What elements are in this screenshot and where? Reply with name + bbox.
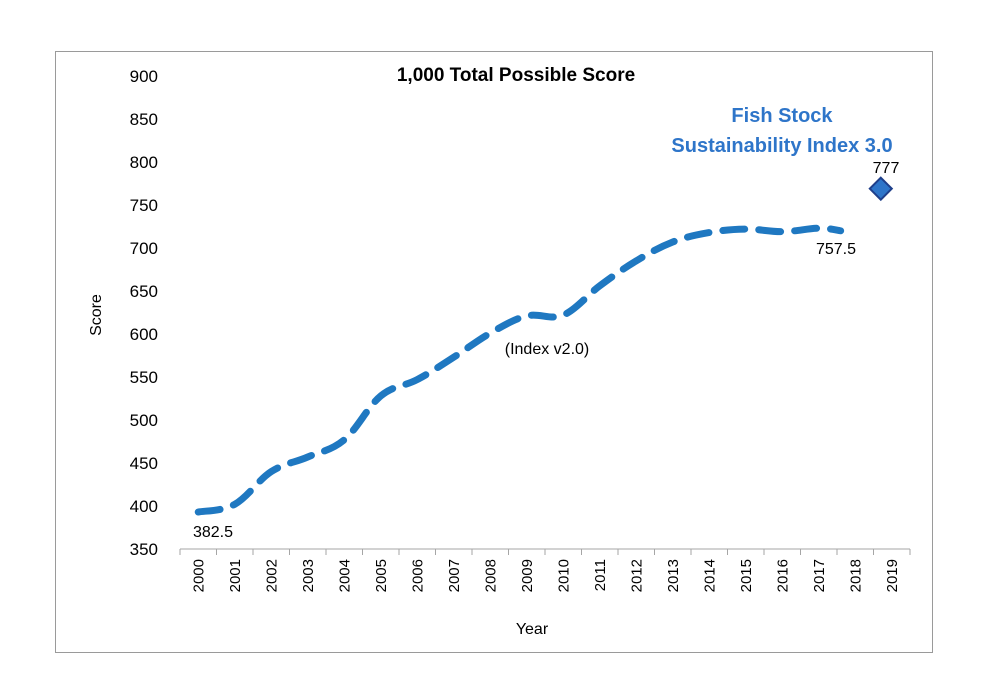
x-tick-label: 2000 bbox=[190, 559, 207, 592]
legend-title-line2: Sustainability Index 3.0 bbox=[671, 135, 892, 157]
x-tick-label: 2015 bbox=[738, 559, 755, 592]
x-axis-title: Year bbox=[516, 621, 549, 638]
chart-frame bbox=[55, 51, 933, 653]
y-tick-label: 900 bbox=[130, 67, 158, 86]
series-marker-index-v3 bbox=[868, 176, 894, 202]
x-tick-label: 2012 bbox=[628, 559, 645, 592]
chart-title: 1,000 Total Possible Score bbox=[397, 65, 635, 86]
x-tick-label: 2001 bbox=[227, 559, 244, 592]
y-tick-label: 750 bbox=[130, 196, 158, 215]
x-tick-label: 2004 bbox=[336, 559, 353, 592]
x-tick-label: 2019 bbox=[884, 559, 901, 592]
x-tick-label: 2014 bbox=[701, 559, 718, 592]
x-tick-label: 2006 bbox=[409, 559, 426, 592]
y-tick-label: 400 bbox=[130, 497, 158, 516]
x-tick-label: 2002 bbox=[263, 559, 280, 592]
y-tick-label: 800 bbox=[130, 153, 158, 172]
x-tick-label: 2003 bbox=[300, 559, 317, 592]
y-tick-label: 600 bbox=[130, 325, 158, 344]
y-tick-label: 700 bbox=[130, 239, 158, 258]
data-label-new-index: 777 bbox=[873, 160, 900, 177]
x-tick-label: 2018 bbox=[847, 559, 864, 592]
y-tick-label: 350 bbox=[130, 540, 158, 559]
x-tick-label: 2011 bbox=[592, 559, 609, 591]
y-tick-label: 500 bbox=[130, 411, 158, 430]
index-version-annotation: (Index v2.0) bbox=[505, 341, 589, 358]
x-tick-label: 2007 bbox=[446, 559, 463, 592]
series-line-index-v2 bbox=[194, 224, 845, 516]
x-tick-label: 2010 bbox=[555, 559, 572, 592]
x-tick-label: 2013 bbox=[665, 559, 682, 592]
legend-title-line1: Fish Stock bbox=[731, 105, 833, 127]
x-tick-label: 2008 bbox=[482, 559, 499, 592]
x-tick-label: 2005 bbox=[373, 559, 390, 592]
y-tick-label: 650 bbox=[130, 282, 158, 301]
data-label-start: 382.5 bbox=[193, 524, 233, 541]
x-tick-label: 2017 bbox=[811, 559, 828, 592]
y-axis-title: Score bbox=[88, 294, 105, 336]
data-label-end: 757.5 bbox=[816, 241, 856, 258]
x-tick-label: 2016 bbox=[774, 559, 791, 592]
y-tick-label: 450 bbox=[130, 454, 158, 473]
y-tick-label: 550 bbox=[130, 368, 158, 387]
x-tick-label: 2009 bbox=[519, 559, 536, 592]
y-tick-label: 850 bbox=[130, 110, 158, 129]
